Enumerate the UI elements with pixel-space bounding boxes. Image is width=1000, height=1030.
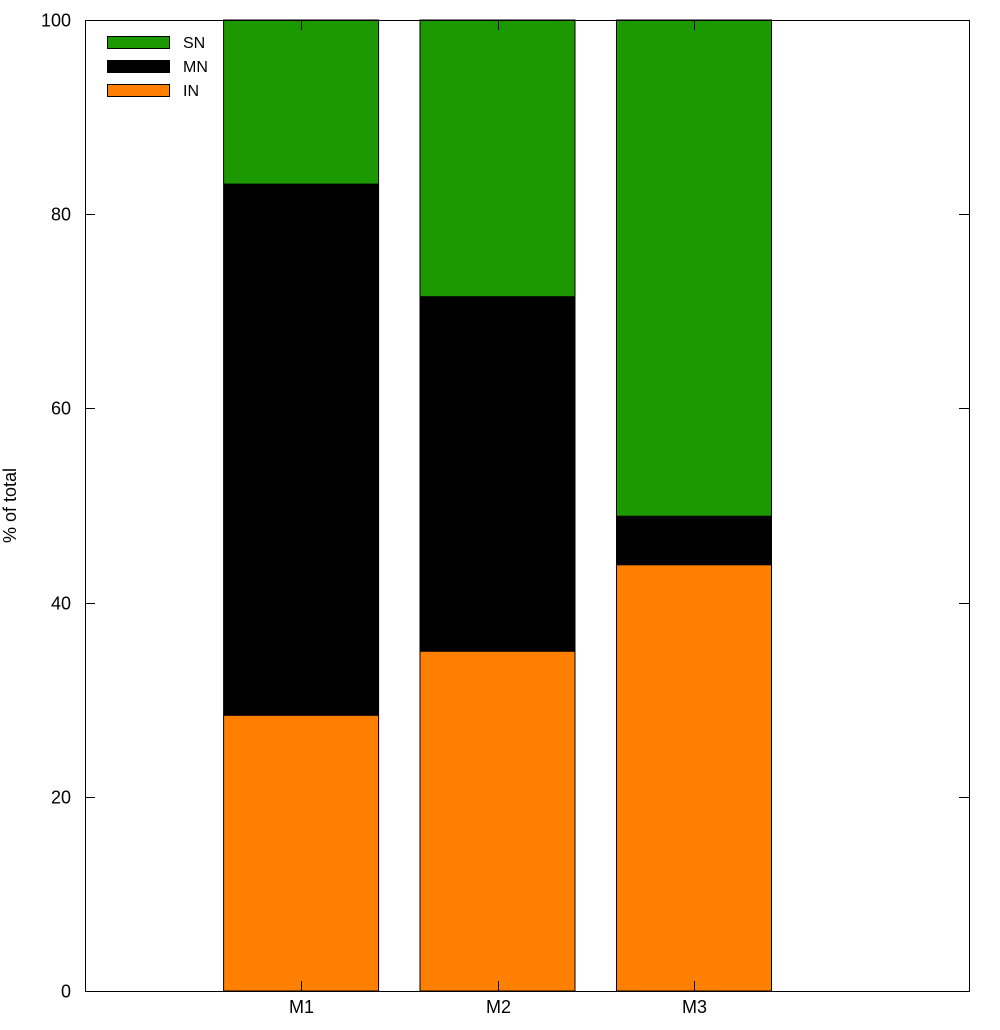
y-tick-label: 20 [51, 788, 71, 808]
bar-mn-m3 [616, 515, 772, 566]
bar-in-m1 [223, 714, 380, 992]
bar-in-m3 [616, 564, 772, 992]
x-axis: M1 M2 M3 [289, 20, 707, 1017]
legend-swatch-sn [107, 36, 170, 49]
legend-label-mn: MN [183, 59, 208, 76]
bar-in-m2 [419, 650, 576, 992]
bar-sn-m1 [223, 19, 380, 185]
legend-label-in: IN [183, 83, 199, 100]
legend-label-sn: SN [183, 35, 205, 52]
y-tick-label: 60 [51, 399, 71, 419]
bars-layer [223, 19, 772, 992]
legend: SN MN IN [107, 35, 208, 100]
y-tick-label: 100 [41, 11, 71, 31]
y-tick-label: 80 [51, 205, 71, 225]
y-axis: 0 20 40 60 80 100 [41, 11, 969, 1002]
x-tick-label-m2: M2 [486, 997, 511, 1017]
x-tick-label-m1: M1 [289, 997, 314, 1017]
bar-sn-m2 [419, 19, 576, 298]
bar-mn-m1 [223, 183, 380, 716]
bar-sn-m3 [616, 19, 772, 517]
x-tick-label-m3: M3 [682, 997, 707, 1017]
legend-swatch-mn [107, 60, 170, 73]
plot-frame [85, 20, 970, 992]
y-tick-label: 40 [51, 594, 71, 614]
bar-mn-m2 [419, 296, 576, 652]
legend-swatch-in [107, 84, 170, 97]
y-tick-label: 0 [61, 982, 71, 1002]
y-axis-label: % of total [0, 468, 20, 543]
